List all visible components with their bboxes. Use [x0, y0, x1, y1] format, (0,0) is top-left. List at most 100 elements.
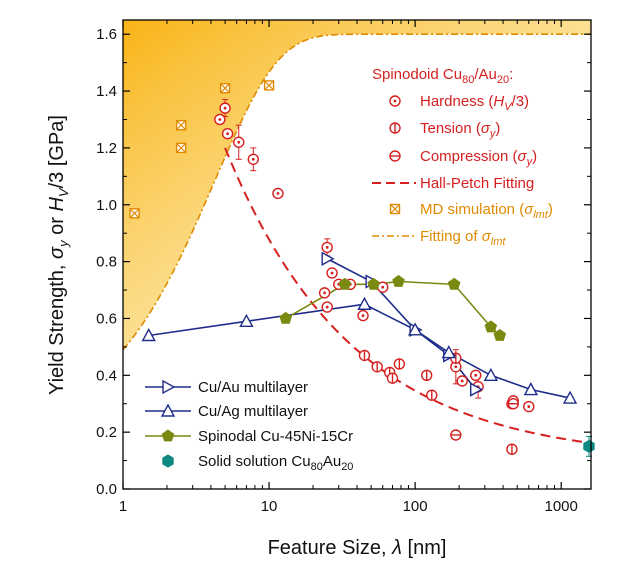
- legend-symbol: [389, 122, 401, 134]
- data-point: [357, 296, 372, 310]
- spinodal-line: [285, 280, 501, 337]
- marker-x2: [176, 142, 187, 153]
- legend-solid-marker: [162, 454, 174, 468]
- leg-f-1: σ: [482, 228, 492, 245]
- leg-md-0: MD simulation (: [420, 201, 524, 218]
- data-point: [441, 345, 456, 359]
- leg-t-3: ): [495, 120, 500, 137]
- marker-dot: [325, 305, 329, 309]
- data-point: [239, 313, 254, 327]
- data-point: [219, 83, 231, 94]
- x-tick-label: 100: [403, 498, 428, 515]
- marker-pentagon: [493, 328, 507, 341]
- series-circle-hbar: [450, 398, 519, 441]
- xlabel-part-0: Feature Size,: [268, 537, 393, 559]
- data-point: [393, 358, 406, 370]
- marker-tri-right: [321, 251, 335, 266]
- marker-tri-up: [483, 367, 499, 382]
- data-point: [484, 320, 498, 333]
- xlabel-part-2: [nm]: [402, 537, 446, 559]
- series-boxed-x: [129, 80, 275, 219]
- marker-pentagon: [338, 277, 352, 290]
- data-point: [523, 382, 539, 396]
- data-point: [447, 277, 461, 290]
- leg-md-1: σ: [524, 201, 534, 218]
- marker-dot: [237, 140, 241, 144]
- marker-dot: [474, 373, 478, 377]
- marker-x2: [176, 120, 187, 131]
- data-point: [272, 187, 284, 200]
- x-tick-label: 1000: [544, 498, 577, 515]
- marker-pentagon: [279, 311, 292, 324]
- marker-dot: [330, 271, 334, 275]
- marker-tri-up: [160, 403, 176, 417]
- data-point: [371, 361, 383, 373]
- marker-tri-up: [141, 328, 156, 342]
- legend-hardness-marker: [389, 95, 401, 107]
- data-point: [386, 372, 399, 384]
- y-tick-label: 1.0: [96, 197, 117, 214]
- leg-s-3: 20: [341, 461, 353, 473]
- marker-dot: [226, 132, 229, 136]
- data-point: [483, 367, 499, 382]
- data-point: [470, 382, 484, 397]
- data-point: [357, 309, 369, 322]
- data-point: [426, 389, 438, 401]
- legend-symbol: [161, 429, 175, 442]
- legend-fitting-label: Fitting of σlmt: [420, 228, 506, 248]
- legend-bottom-left: Cu/Au multilayer Cu/Ag multilayer Spinod…: [145, 379, 353, 473]
- legend-cuau-label: Cu/Au multilayer: [198, 379, 308, 396]
- legend-fitting: Fitting of σlmt: [372, 228, 506, 248]
- marker-tri-up: [562, 390, 578, 404]
- data-point: [321, 251, 335, 266]
- marker-dot: [527, 405, 531, 408]
- data-point: [129, 208, 140, 219]
- legend-spinodal: Spinodal Cu-45Ni-15Cr: [145, 428, 353, 445]
- legend-title-part-2: /Au: [474, 66, 497, 83]
- leg-t-2: y: [489, 128, 497, 140]
- xlabel-part-1: λ: [391, 537, 402, 559]
- legend-hall-petch: Hall-Petch Fitting: [372, 175, 534, 192]
- leg-f-2: lmt: [491, 236, 507, 248]
- data-point: [233, 136, 245, 148]
- marker-dot: [325, 245, 329, 249]
- y-tick-label: 1.4: [96, 83, 117, 100]
- marker-tri-up: [357, 296, 372, 310]
- marker-dot: [223, 106, 227, 110]
- marker-dot: [276, 191, 280, 195]
- data-point: [318, 287, 331, 299]
- legend-solid-label: Solid solution Cu80Au20: [198, 453, 353, 473]
- legend-tension-label: Tension (σy): [420, 120, 500, 140]
- legend-symbol: [389, 95, 401, 107]
- data-point: [420, 369, 433, 382]
- marker-x2: [264, 80, 274, 91]
- legend-title-part-3: 20: [497, 74, 509, 86]
- leg-h-0: Hardness (: [420, 93, 493, 110]
- legend-title-part-4: :: [509, 66, 513, 83]
- leg-s-2: Au: [323, 453, 341, 470]
- marker-tri-right: [470, 382, 484, 397]
- leg-c-1: σ: [518, 148, 528, 165]
- marker-dot: [218, 118, 222, 121]
- y-tick-label: 1.6: [96, 26, 117, 43]
- legend-symbol: [389, 150, 401, 162]
- x-axis-title: Feature Size, λ [nm]: [268, 537, 447, 559]
- marker-pentagon: [161, 429, 175, 442]
- leg-md-3: ): [548, 201, 553, 218]
- marker-dot: [323, 291, 326, 295]
- leg-h-2: V: [504, 101, 513, 113]
- legend-compression-marker: [389, 150, 401, 162]
- legend-spinodal-label: Spinodal Cu-45Ni-15Cr: [198, 428, 353, 445]
- data-point: [493, 328, 507, 341]
- data-point: [507, 398, 519, 410]
- marker-tri-up: [441, 345, 456, 359]
- data-point: [358, 349, 371, 362]
- marker-hexagon: [162, 454, 174, 468]
- legend-cuag: Cu/Ag multilayer: [145, 403, 308, 420]
- legend-cuau: Cu/Au multilayer: [145, 379, 308, 396]
- marker-tri-up: [407, 322, 423, 336]
- y-axis-title: Yield Strength, σy or HV/3 [GPa]: [46, 115, 71, 395]
- leg-s-0: Solid solution Cu: [198, 453, 311, 470]
- data-point: [219, 102, 231, 114]
